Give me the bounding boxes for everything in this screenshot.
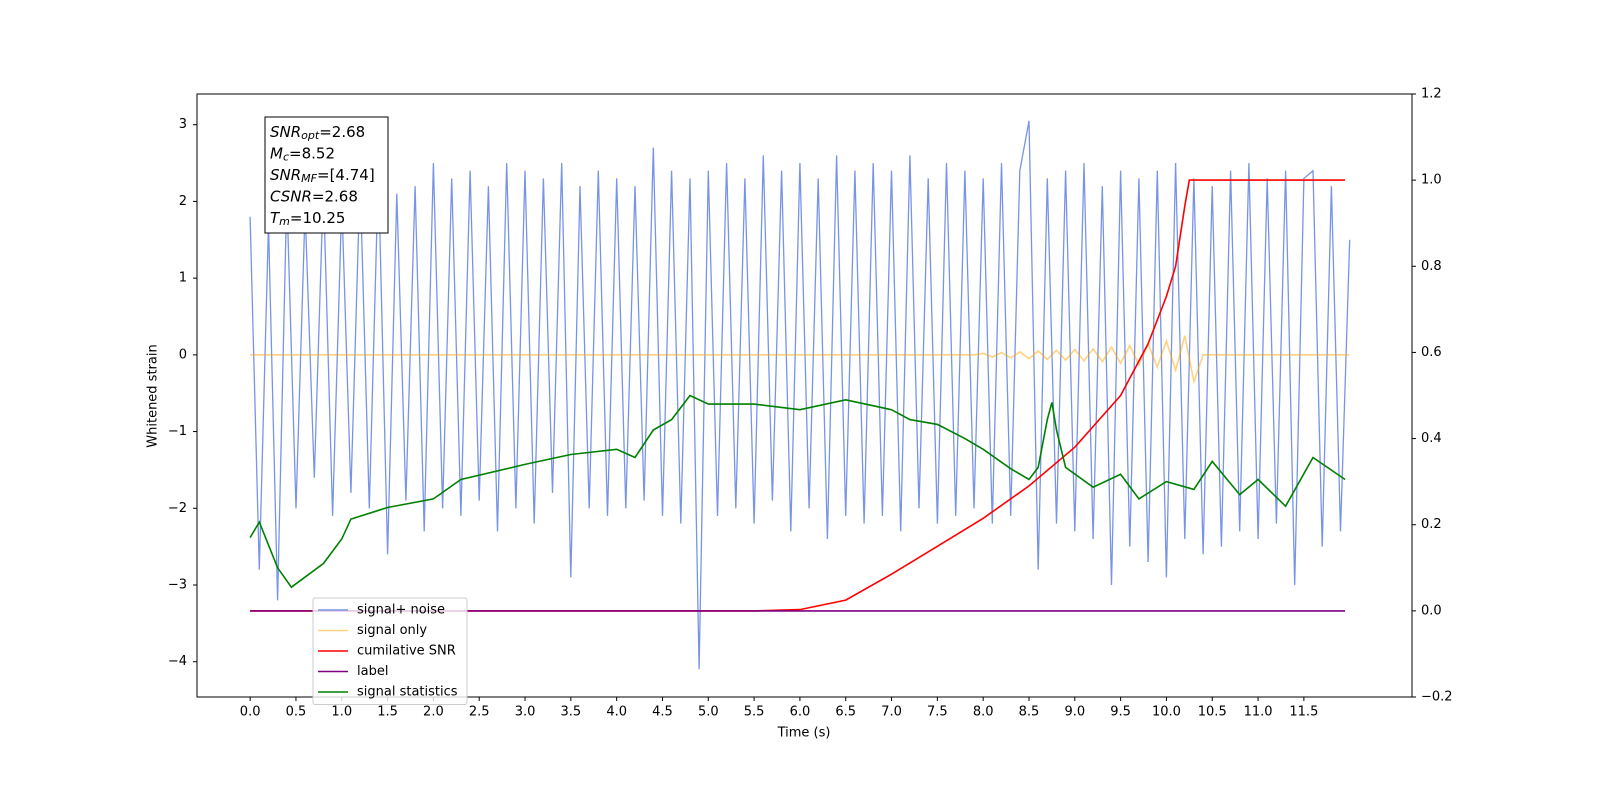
annotation-value: =10.25: [290, 209, 346, 227]
plot-frame: [196, 93, 1413, 698]
series-line: [250, 335, 1350, 385]
x-tick-label: 6.5: [835, 705, 856, 720]
x-tick-label: 2.0: [423, 705, 444, 720]
annotation-symbol: SNR: [270, 166, 301, 184]
x-tick-label: 9.0: [1064, 705, 1085, 720]
annotation-value: =2.68: [319, 123, 365, 141]
y2-tick-label: −0.2: [1421, 690, 1453, 705]
y2-tick-label: 0.8: [1421, 259, 1442, 274]
x-tick-label: 2.5: [469, 705, 490, 720]
annotation-subscript: opt: [301, 129, 320, 142]
legend-label: signal statistics: [357, 685, 458, 700]
x-tick-label: 11.0: [1244, 705, 1273, 720]
series-line: [249, 120, 1351, 670]
x-tick-label: 7.0: [881, 705, 902, 720]
x-tick-label: 9.5: [1110, 705, 1131, 720]
y-tick-label: −1: [168, 424, 187, 439]
annotation-symbol: T: [270, 209, 281, 227]
x-tick-label: 4.5: [652, 705, 673, 720]
x-tick-label: 1.5: [377, 705, 398, 720]
annotation-frame: [264, 116, 389, 234]
legend-label: cumilative SNR: [357, 644, 456, 659]
annotation-line: Tm=10.25: [270, 209, 345, 229]
y-tick-label: 2: [179, 194, 187, 209]
annotation-line: SNRMF=[4.74]: [270, 166, 375, 186]
x-tick-label: 3.5: [561, 705, 582, 720]
x-tick-label: 10.0: [1152, 705, 1181, 720]
legend-label: label: [357, 664, 388, 679]
annotation-subscript: m: [279, 215, 290, 228]
x-tick-label: 8.5: [1019, 705, 1040, 720]
annotation-subscript: c: [283, 151, 289, 164]
x-tick-label: 0.5: [286, 705, 307, 720]
x-tick-label: 10.5: [1198, 705, 1227, 720]
x-axis-label: Time (s): [777, 726, 831, 741]
annotation-value: =[4.74]: [317, 166, 375, 184]
y-axis-label: Whitened strain: [146, 344, 161, 447]
y2-tick-label: 0.4: [1421, 431, 1442, 446]
y2-tick-label: 0.2: [1421, 517, 1442, 532]
annotation-value: =2.68: [312, 187, 358, 205]
y2-tick-label: 0.0: [1421, 603, 1442, 618]
y-tick-label: −2: [168, 501, 187, 516]
x-tick-label: 8.0: [973, 705, 994, 720]
y-tick-label: 0: [179, 347, 187, 362]
y-tick-label: −3: [168, 577, 187, 592]
x-tick-label: 3.0: [515, 705, 536, 720]
annotation-symbol: M: [270, 144, 283, 162]
x-tick-label: 5.5: [744, 705, 765, 720]
annotation-value: =8.52: [289, 144, 335, 162]
y-tick-label: −4: [168, 654, 187, 669]
y2-tick-label: 1.2: [1421, 87, 1442, 102]
annotation-line: Mc=8.52: [270, 144, 335, 164]
x-tick-label: 11.5: [1289, 705, 1318, 720]
annotation-symbol: SNR: [270, 123, 301, 141]
series-line: [249, 394, 1346, 589]
annotation-subscript: MF: [301, 172, 317, 185]
x-tick-label: 6.0: [790, 705, 811, 720]
x-tick-label: 7.5: [927, 705, 948, 720]
y-tick-label: 1: [179, 271, 187, 286]
annotation-line: CSNR=2.68: [270, 187, 358, 205]
legend-label: signal+ noise: [357, 603, 445, 618]
legend-frame: [312, 597, 468, 705]
series-line: [250, 179, 1346, 612]
y2-tick-label: 0.6: [1421, 345, 1442, 360]
x-tick-label: 4.0: [606, 705, 627, 720]
x-tick-label: 1.0: [331, 705, 352, 720]
legend: signal+ noise signal only cumilative SNR la…: [312, 597, 468, 705]
x-tick-label: 5.0: [698, 705, 719, 720]
annotation-line: SNRopt=2.68: [270, 123, 365, 143]
annotation-symbol: CSNR: [270, 187, 312, 205]
annotation-box: SNRopt=2.68Mc=8.52SNRMF=[4.74]CSNR=2.68T…: [264, 116, 389, 234]
y2-tick-label: 1.0: [1421, 173, 1442, 188]
x-tick-label: 0.0: [240, 705, 261, 720]
legend-label: signal only: [357, 623, 427, 638]
y-tick-label: 3: [179, 117, 187, 132]
